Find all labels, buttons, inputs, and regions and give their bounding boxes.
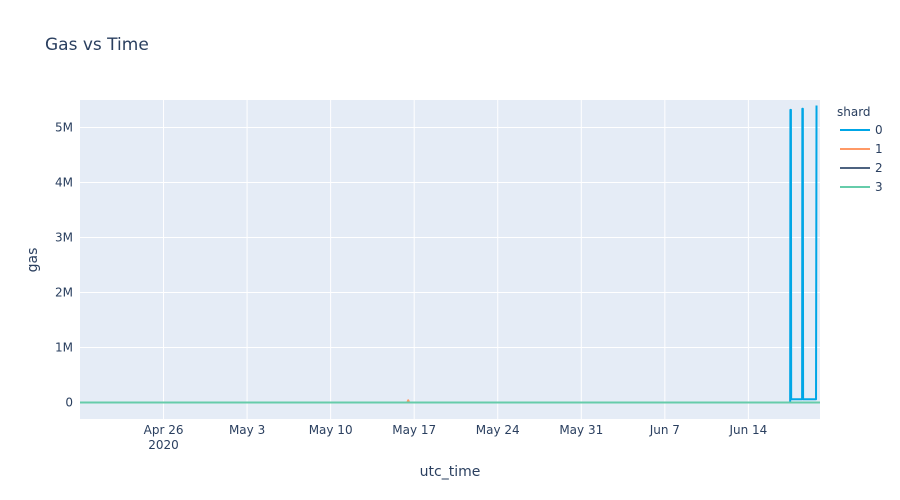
y-tick-label: 4M [55, 176, 73, 190]
legend-title: shard [837, 105, 871, 119]
y-tick-label: 0 [65, 396, 73, 410]
x-tick-label: Jun 7 [649, 423, 680, 437]
legend-item-3[interactable]: 3 [840, 180, 883, 194]
legend-label: 1 [875, 142, 883, 156]
legend-label: 0 [875, 123, 883, 137]
x-tick-label: May 24 [476, 423, 520, 437]
legend-label: 2 [875, 161, 883, 175]
legend-item-1[interactable]: 1 [840, 142, 883, 156]
legend-item-0[interactable]: 0 [840, 123, 883, 137]
x-tick-label: Apr 26 [144, 423, 184, 437]
chart-title: Gas vs Time [45, 35, 149, 55]
x-tick-label: May 17 [392, 423, 436, 437]
plot-area[interactable] [80, 100, 820, 419]
y-tick-label: 1M [55, 341, 73, 355]
x-tick-label: Jun 14 [728, 423, 767, 437]
legend: shard 0 1 2 3 [837, 105, 883, 194]
x-tick-sublabel: 2020 [148, 438, 179, 452]
y-tick-label: 5M [55, 121, 73, 135]
legend-label: 3 [875, 180, 883, 194]
x-tick-label: May 3 [229, 423, 265, 437]
y-tick-label: 2M [55, 286, 73, 300]
x-axis-title: utc_time [420, 464, 481, 480]
y-axis-ticks: 0 1M 2M 3M 4M 5M [55, 121, 73, 410]
legend-items: 0 1 2 3 [840, 123, 883, 194]
y-axis-title: gas [25, 248, 41, 273]
x-tick-label: May 31 [559, 423, 603, 437]
y-tick-label: 3M [55, 231, 73, 245]
series-lines [80, 105, 820, 404]
plot-background [80, 100, 820, 419]
x-tick-label: May 10 [309, 423, 353, 437]
legend-item-2[interactable]: 2 [840, 161, 883, 175]
